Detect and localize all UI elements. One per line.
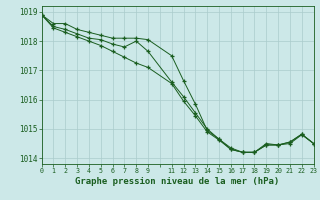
X-axis label: Graphe pression niveau de la mer (hPa): Graphe pression niveau de la mer (hPa) [76, 177, 280, 186]
